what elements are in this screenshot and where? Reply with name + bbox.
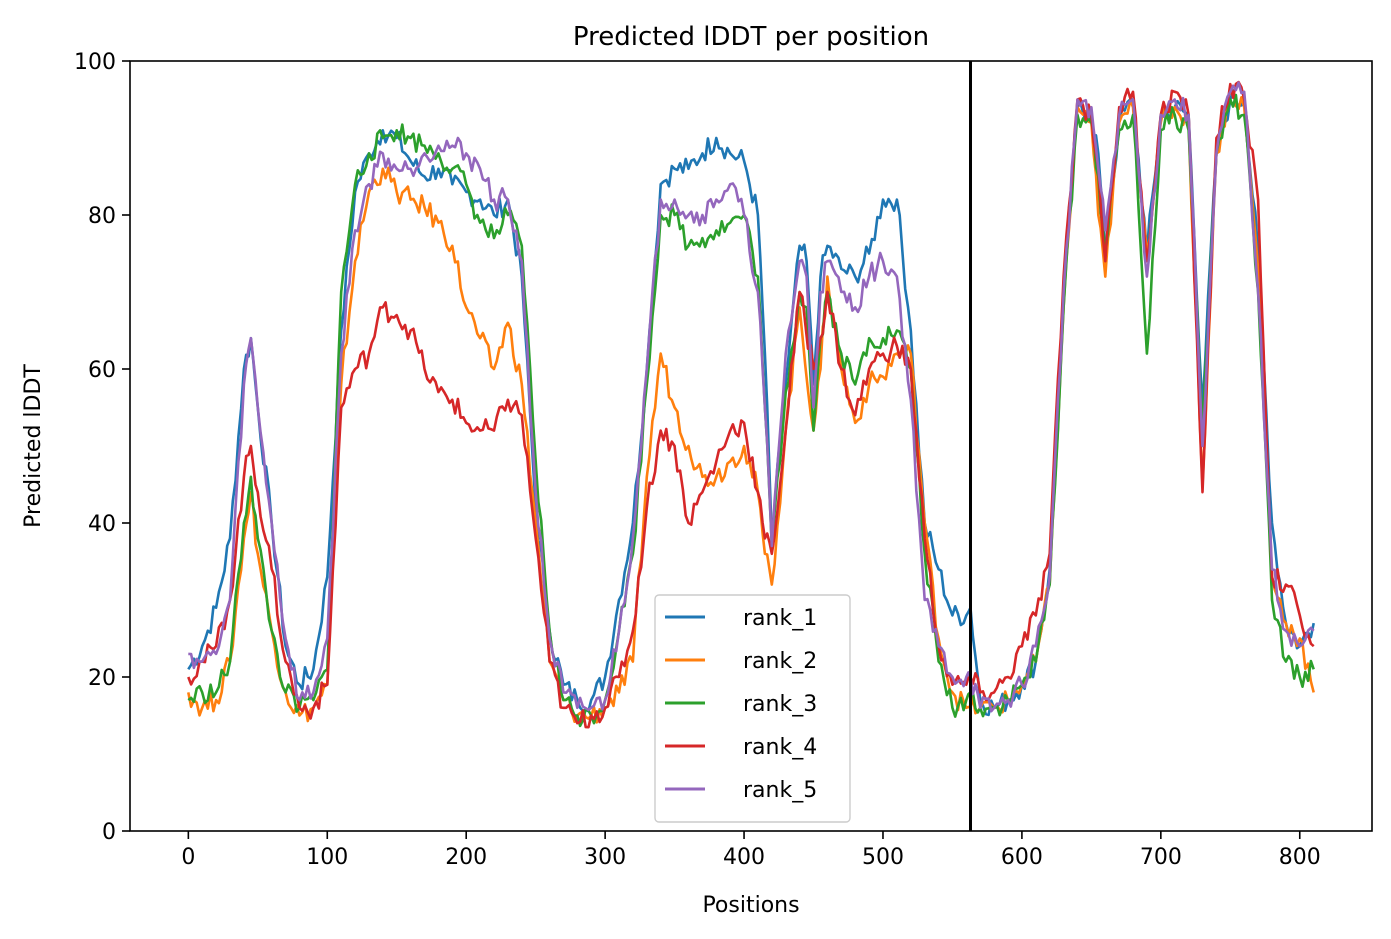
- y-tick-label: 80: [88, 204, 116, 229]
- y-tick-label: 60: [88, 358, 116, 383]
- series-line-rank_2: [187, 90, 1315, 724]
- x-tick-label: 700: [1140, 845, 1182, 870]
- x-tick-label: 100: [306, 845, 348, 870]
- y-tick-label: 20: [88, 666, 116, 691]
- y-axis-label: Predicted lDDT: [21, 364, 46, 528]
- x-axis-label: Positions: [702, 893, 799, 918]
- legend-label-rank_2: rank_2: [743, 649, 817, 674]
- x-tick-label: 400: [723, 845, 765, 870]
- y-tick-label: 100: [74, 50, 116, 75]
- series-layer: [187, 80, 1315, 729]
- plot-frame: [129, 60, 1373, 832]
- x-tick-label: 800: [1279, 845, 1321, 870]
- chart-title: Predicted lDDT per position: [573, 22, 929, 52]
- x-tick-label: 300: [584, 845, 626, 870]
- x-tick-label: 500: [862, 845, 904, 870]
- legend-box: [654, 594, 851, 823]
- legend-label-rank_1: rank_1: [743, 606, 817, 631]
- legend-label-rank_5: rank_5: [743, 778, 817, 803]
- y-tick-label: 0: [102, 820, 116, 845]
- series-line-rank_5: [188, 81, 1315, 713]
- x-tick-label: 200: [445, 845, 487, 870]
- x-tick-label: 600: [1001, 845, 1043, 870]
- x-tick-label: 0: [181, 845, 195, 870]
- y-tick-label: 40: [88, 512, 116, 537]
- legend-label-rank_4: rank_4: [743, 735, 817, 760]
- x-axis: 0 100 200 300 400 500 600 700 800: [181, 831, 1321, 870]
- legend-label-rank_3: rank_3: [743, 692, 817, 717]
- series-line-rank_3: [187, 93, 1315, 728]
- y-axis: 0 20 40 60 80 100: [74, 50, 130, 845]
- legend: rank_1 rank_2 rank_3 rank_4 rank_5: [654, 594, 851, 823]
